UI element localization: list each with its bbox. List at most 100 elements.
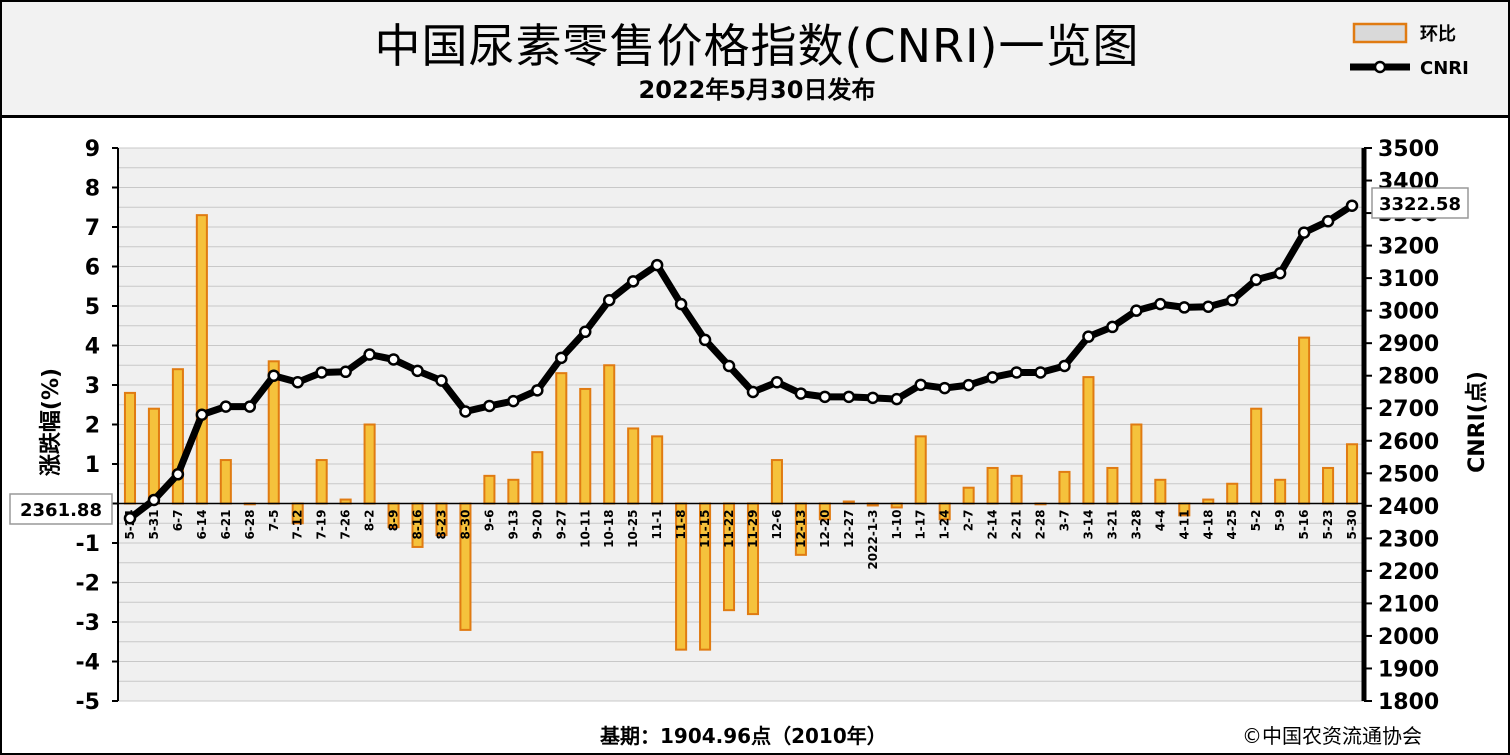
cnri-point — [986, 371, 999, 384]
x-tick-label: 5-2 — [1249, 510, 1263, 532]
x-tick-label: 8-16 — [411, 510, 425, 540]
cnri-point — [1273, 266, 1287, 280]
bar — [627, 427, 640, 505]
bar — [1154, 478, 1167, 505]
bar — [1345, 443, 1359, 505]
cnri-point — [363, 348, 376, 361]
bar — [483, 474, 496, 505]
cnri-point — [1058, 359, 1071, 373]
left-tick-label: 2 — [85, 414, 100, 439]
x-tick-label: 7-26 — [339, 510, 353, 540]
cnri-point — [315, 366, 328, 379]
x-tick-label: 5-31 — [147, 510, 161, 540]
x-tick-label: 2-28 — [1034, 510, 1048, 540]
x-tick-label: 2022-1-3 — [866, 510, 880, 570]
bar — [770, 459, 783, 505]
x-tick-label: 1-17 — [914, 510, 928, 540]
right-tick-label: 2800 — [1378, 365, 1439, 390]
cnri-point — [387, 353, 400, 366]
left-tick-label: 9 — [85, 137, 100, 162]
cnri-point — [962, 378, 975, 392]
cnri-point — [938, 381, 951, 395]
right-tick-label: 1800 — [1378, 690, 1439, 715]
bar — [1250, 407, 1263, 505]
left-tick-label: 1 — [85, 453, 100, 478]
right-axis-title: CNRI(点) — [1464, 371, 1490, 473]
bar — [1106, 466, 1119, 505]
left-tick-label: -5 — [76, 690, 100, 715]
left-tick-label: 7 — [85, 216, 100, 241]
x-tick-label: 7-19 — [315, 510, 329, 540]
bar — [1082, 376, 1095, 505]
x-tick-label: 12-27 — [842, 510, 856, 548]
cnri-point — [770, 375, 784, 389]
bar — [651, 435, 664, 505]
right-tick-label: 2000 — [1378, 625, 1439, 650]
first-value-callout: 2361.88 — [9, 493, 113, 525]
right-tick-label: 2300 — [1378, 527, 1439, 552]
right-tick-label: 1900 — [1378, 657, 1439, 682]
bar — [1058, 470, 1071, 505]
cnri-point — [626, 275, 640, 288]
x-tick-label: 3-21 — [1105, 510, 1119, 540]
right-tick-label: 3100 — [1378, 267, 1439, 292]
x-tick-label: 12-6 — [770, 510, 784, 540]
bar — [1226, 482, 1239, 505]
x-tick-label: 4-25 — [1225, 510, 1239, 540]
x-tick-label: 4-4 — [1153, 510, 1167, 532]
left-tick-label: 4 — [85, 335, 100, 360]
x-tick-label: 3-28 — [1129, 510, 1143, 540]
cnri-point — [1106, 320, 1119, 334]
bar — [195, 214, 208, 505]
bar — [531, 451, 544, 505]
x-tick-label: 8-2 — [363, 510, 377, 532]
bar — [603, 364, 616, 505]
x-tick-label: 6-28 — [243, 510, 257, 540]
x-tick-label: 10-25 — [626, 510, 640, 548]
x-tick-label: 11-15 — [698, 510, 712, 548]
chart-title: 中国尿素零售价格指数(CNRI)一览图 — [374, 19, 1140, 73]
right-tick-label: 3500 — [1378, 137, 1439, 162]
x-tick-label: 6-14 — [195, 510, 209, 540]
x-tick-label: 11-1 — [650, 510, 664, 540]
x-tick-label: 7-12 — [291, 510, 305, 540]
cnri-point — [483, 399, 496, 413]
x-tick-label: 3-14 — [1081, 510, 1095, 540]
copyright-note: ©中国农资流通协会 — [1242, 724, 1422, 748]
cnri-point — [1130, 304, 1143, 317]
bar — [507, 478, 520, 505]
cnri-point — [531, 384, 544, 397]
bar — [555, 372, 568, 505]
x-tick-label: 5-16 — [1297, 510, 1311, 540]
cnri-point — [722, 359, 736, 373]
right-tick-label: 2100 — [1378, 592, 1439, 617]
legend-label-bar: 环比 — [1420, 24, 1456, 45]
bar — [1010, 474, 1023, 505]
left-axis-title: 涨跌幅(%) — [39, 368, 64, 476]
cnri-point — [1034, 366, 1047, 379]
left-tick-label: 5 — [85, 295, 100, 320]
bar — [219, 459, 232, 505]
legend-bar-swatch — [1352, 22, 1408, 44]
cnri-line-series — [123, 199, 1359, 525]
x-tick-label: 9-20 — [530, 510, 544, 540]
cnri-point — [674, 297, 688, 311]
bar — [1322, 466, 1335, 505]
cnri-point — [746, 385, 760, 399]
left-tick-label: 8 — [85, 177, 100, 202]
cnri-point — [555, 351, 568, 365]
x-tick-label: 12-20 — [818, 510, 832, 548]
left-tick-label: -3 — [76, 611, 100, 636]
cnri-point — [243, 400, 257, 413]
cnri-point — [842, 390, 856, 404]
x-tick-label: 1-24 — [938, 510, 952, 540]
cnri-point — [1321, 214, 1335, 228]
bar — [914, 435, 927, 505]
x-tick-label: 8-9 — [387, 510, 401, 532]
right-tick-label: 3200 — [1378, 235, 1439, 260]
cnri-point — [219, 400, 233, 413]
left-tick-label: -2 — [76, 572, 100, 597]
cnri-point — [1345, 199, 1359, 212]
bar — [1298, 336, 1311, 505]
